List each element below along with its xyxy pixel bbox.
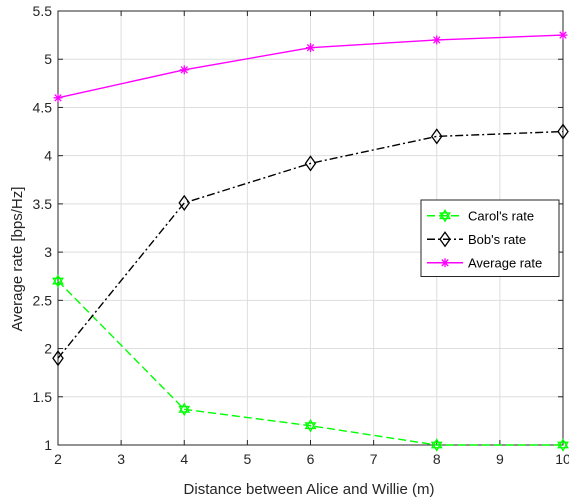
legend-label-average-rate: Average rate [468,255,542,270]
data-point-bob-s-rate [178,194,191,212]
data-point-carol-s-rate [52,274,64,288]
data-point-carol-s-rate [304,418,317,433]
data-point-average-rate [558,30,568,40]
x-tick-label: 9 [496,451,504,467]
legend-marker-carol-s-rate [439,208,451,223]
legend-item-average-rate: Average rate [427,255,542,270]
x-tick-label: 4 [180,451,188,467]
y-tick-label: 2 [44,341,52,357]
legend-label-bob-s-rate: Bob's rate [468,232,526,247]
legend-marker-carol-s-rate-tri-down [439,212,451,223]
y-tick-label: 1 [44,437,52,453]
data-point-carol-s-rate [178,402,191,417]
series-carol-s-rate [52,274,569,452]
data-point-bob-s-rate [557,123,569,140]
data-point-bob-s-rate [52,350,64,367]
legend-marker-carol-s-rate-tri-up [439,208,451,220]
data-point-carol-s-rate-tri-up [52,274,64,285]
legend-marker-average-rate-stroke [441,259,449,267]
x-tick-label: 7 [370,451,378,467]
data-point-carol-s-rate [430,438,443,452]
legend: Carol's rate Bob's rate Average rate [420,199,560,277]
legend-item-carol-s-rate: Carol's rate [427,208,534,223]
data-point-carol-s-rate-tri-down [304,422,317,433]
legend-marker-average-rate [440,258,450,268]
data-point-carol-s-rate-tri-down [430,441,443,452]
data-point-carol-s-rate-tri-up [430,438,443,449]
x-tick-label: 10 [555,451,569,467]
legend-marker-bob-s-rate [439,231,451,248]
series-bob-s-rate [52,123,569,367]
data-point-bob-s-rate [430,128,443,145]
y-tick-label: 1.5 [33,389,53,405]
data-point-average-rate-stroke [306,43,315,52]
x-tick-label: 8 [433,451,441,467]
series-layer [52,30,569,452]
data-point-carol-s-rate-tri-down [557,441,569,452]
data-point-bob-s-rate [304,155,317,172]
x-tick-label: 6 [307,451,315,467]
legend-label-carol-s-rate: Carol's rate [468,208,534,223]
data-point-carol-s-rate-tri-down [178,405,191,417]
data-point-average-rate [306,43,315,53]
x-tick-label: 2 [54,451,62,467]
data-point-average-rate [432,35,442,45]
x-axis-title: Distance between Alice and Willie (m) [184,481,435,498]
data-point-average-rate-stroke [433,36,441,44]
y-tick-label: 2.5 [33,292,53,308]
x-tick-label: 3 [117,451,125,467]
y-tick-label: 3 [44,244,52,260]
y-tick-label: 5.5 [33,3,53,19]
series-average-rate [53,30,568,103]
data-point-carol-s-rate [557,438,569,452]
legend-item-bob-s-rate: Bob's rate [427,231,526,248]
axes: 2 3 4 5 6 7 8 9 10 1 1.5 2 2.5 3 3.5 4 4.5 5 5.5 [33,3,569,467]
data-point-average-rate-stroke [559,31,567,39]
series-line-carol-s-rate [57,280,563,446]
y-tick-label: 5 [44,51,52,67]
series-line-bob-s-rate [57,130,564,359]
y-tick-label: 4 [44,148,52,164]
y-tick-label: 4.5 [33,99,53,115]
data-point-average-rate [53,93,63,103]
x-tick-label: 5 [243,451,251,467]
data-point-carol-s-rate-tri-down [52,277,64,288]
data-point-carol-s-rate-tri-up [304,418,317,430]
y-tick-label: 3.5 [33,196,53,212]
data-point-average-rate-stroke [180,66,188,74]
data-point-carol-s-rate-tri-up [557,438,569,449]
data-point-average-rate-stroke [54,94,62,102]
y-axis-title: Average rate [bps/Hz] [9,187,26,332]
data-point-average-rate [179,65,189,75]
data-point-carol-s-rate-tri-up [178,402,191,413]
